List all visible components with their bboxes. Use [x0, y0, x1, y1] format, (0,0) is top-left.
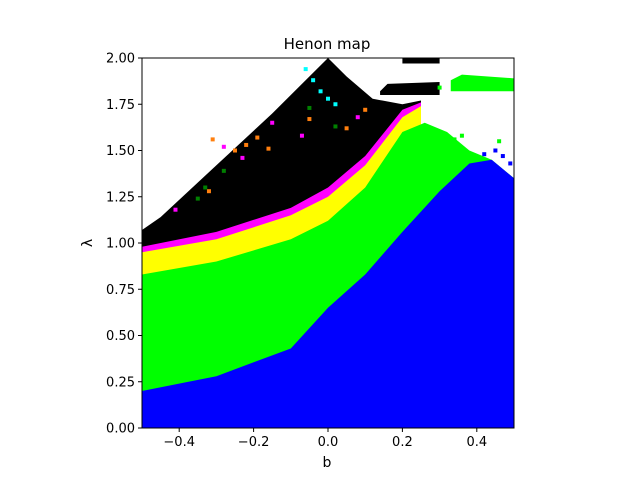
data-point-orange	[363, 107, 368, 112]
data-point-green	[497, 139, 502, 144]
data-point-cyan	[318, 89, 323, 94]
region-blue-0	[142, 159, 514, 428]
data-point-magenta	[240, 155, 245, 160]
data-point-magenta	[270, 120, 275, 125]
y-tick-label: 0.00	[106, 422, 135, 437]
y-axis: 0.00 0.25 0.50 0.75 1.00 1.25 1.50 1.75 2.00	[106, 52, 142, 437]
data-point-cyan	[333, 102, 338, 107]
region-black-7	[402, 58, 440, 64]
data-point-orange	[244, 142, 249, 147]
data-point-orange	[206, 189, 211, 194]
data-point-orange	[266, 146, 271, 151]
data-point-orange	[255, 135, 260, 140]
data-point-cyan	[326, 96, 330, 101]
data-point-magenta	[355, 115, 360, 120]
y-tick-label: 1.75	[106, 98, 135, 113]
y-tick-label: 1.00	[106, 237, 135, 252]
data-point-orange	[210, 137, 215, 142]
y-tick-label: 1.25	[106, 190, 135, 205]
data-point-blue	[493, 148, 498, 153]
data-point-blue	[500, 154, 505, 159]
data-point-dark_green	[195, 196, 200, 201]
data-point-cyan	[303, 67, 308, 72]
x-tick-label: 0.4	[466, 435, 487, 450]
point-layer	[173, 67, 513, 212]
x-tick-label: 0.2	[392, 435, 413, 450]
y-tick-label: 0.50	[106, 329, 135, 344]
y-tick-label: 0.75	[106, 283, 135, 298]
data-point-green	[452, 137, 457, 142]
data-point-orange	[307, 117, 312, 122]
x-axis-label: b	[323, 455, 332, 471]
data-point-green	[459, 133, 464, 138]
data-point-orange	[233, 148, 237, 153]
data-point-orange	[344, 126, 349, 131]
x-tick-label: −0.2	[238, 435, 270, 450]
region-green-6	[450, 74, 514, 92]
data-point-dark_green	[203, 185, 208, 190]
data-point-cyan	[311, 78, 316, 83]
y-tick-label: 1.50	[106, 144, 135, 159]
data-point-green	[437, 85, 442, 90]
y-axis-label: λ	[80, 239, 96, 247]
region-black-5	[380, 82, 440, 95]
data-point-blue	[508, 161, 513, 166]
x-axis: −0.4 −0.2 0.0 0.2 0.4	[163, 428, 487, 450]
data-point-magenta	[221, 144, 226, 149]
data-point-blue	[482, 152, 487, 157]
x-tick-label: 0.0	[318, 435, 339, 450]
chart-title: Henon map	[284, 35, 371, 53]
y-tick-label: 2.00	[106, 52, 135, 67]
region-layer	[142, 58, 514, 428]
plot-area	[142, 58, 514, 428]
data-point-magenta	[299, 133, 304, 138]
data-point-dark_green	[333, 124, 338, 129]
y-tick-label: 0.25	[106, 375, 135, 390]
data-point-dark_green	[221, 168, 226, 173]
x-tick-label: −0.4	[163, 435, 195, 450]
data-point-magenta	[173, 207, 178, 212]
data-point-dark_green	[307, 105, 312, 110]
